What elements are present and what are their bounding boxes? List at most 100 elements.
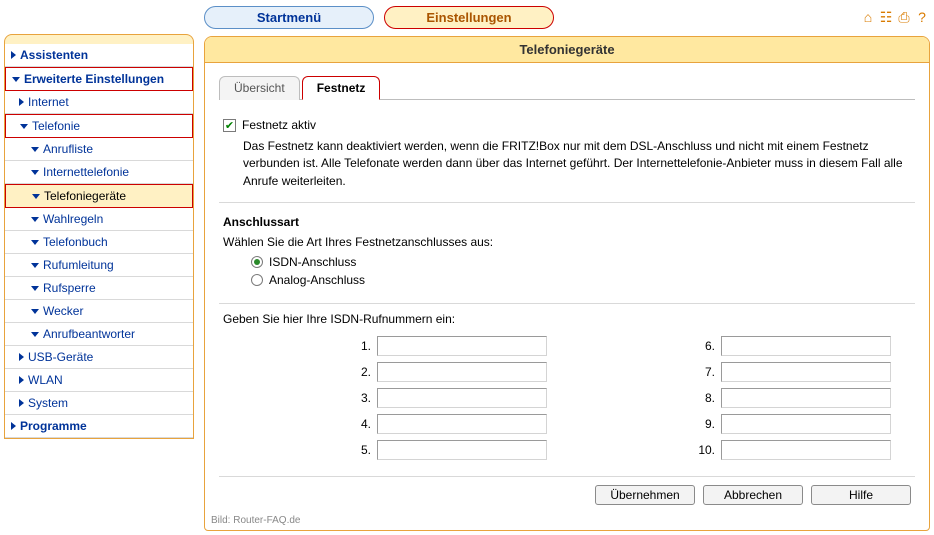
number-label: 9. (691, 417, 715, 431)
number-label: 1. (347, 339, 371, 353)
isdn-number-input-4[interactable] (377, 414, 547, 434)
section-numbers: Geben Sie hier Ihre ISDN-Rufnummern ein:… (219, 304, 915, 477)
isdn-number-input-2[interactable] (377, 362, 547, 382)
chevron-right-icon (11, 422, 16, 430)
number-row: 9. (587, 414, 891, 434)
number-row: 2. (243, 362, 547, 382)
number-row: 5. (243, 440, 547, 460)
topbar: Startmenü Einstellungen ⌂ ☷ ⎙ ? (204, 4, 930, 30)
sidebar-item-telefonbuch[interactable]: Telefonbuch (5, 231, 193, 254)
sidebar-item-programme[interactable]: Programme (5, 415, 193, 438)
isdn-number-input-1[interactable] (377, 336, 547, 356)
landline-active-label: Festnetz aktiv (242, 118, 316, 132)
numbers-prompt: Geben Sie hier Ihre ISDN-Rufnummern ein: (223, 312, 911, 326)
number-row: 3. (243, 388, 547, 408)
chevron-down-icon (12, 77, 20, 82)
chevron-right-icon (11, 51, 16, 59)
section-active: ✔ Festnetz aktiv Das Festnetz kann deakt… (219, 110, 915, 203)
sidebar-item-telefonie[interactable]: Telefonie (5, 114, 193, 138)
number-row: 7. (587, 362, 891, 382)
landline-active-checkbox[interactable]: ✔ (223, 119, 236, 132)
sidebar-item-label: Anrufliste (43, 142, 93, 156)
sidebar-item-label: Assistenten (20, 48, 88, 62)
radio-isdn-label: ISDN-Anschluss (269, 255, 356, 269)
apply-button[interactable]: Übernehmen (595, 485, 695, 505)
isdn-number-input-6[interactable] (721, 336, 891, 356)
chevron-right-icon (19, 353, 24, 361)
chevron-down-icon (31, 309, 39, 314)
help-button[interactable]: Hilfe (811, 485, 911, 505)
tab-landline[interactable]: Festnetz (302, 76, 381, 100)
isdn-number-input-8[interactable] (721, 388, 891, 408)
sidebar-item-label: WLAN (28, 373, 63, 387)
sidebar-item-internet[interactable]: Internet (5, 91, 193, 114)
number-label: 5. (347, 443, 371, 457)
chevron-down-icon (31, 286, 39, 291)
chevron-down-icon (31, 147, 39, 152)
number-label: 8. (691, 391, 715, 405)
chevron-right-icon (19, 98, 24, 106)
main-area: Startmenü Einstellungen ⌂ ☷ ⎙ ? Telefoni… (204, 4, 930, 531)
sidebar-item-label: Erweiterte Einstellungen (24, 72, 164, 86)
sidebar-item-label: System (28, 396, 68, 410)
home-icon[interactable]: ⌂ (860, 9, 876, 25)
sidebar-item-label: Telefonbuch (43, 235, 108, 249)
sidebar-item-rufsperre[interactable]: Rufsperre (5, 277, 193, 300)
help-icon[interactable]: ? (914, 9, 930, 25)
sidebar-item-label: Anrufbeantworter (43, 327, 135, 341)
chevron-down-icon (31, 170, 39, 175)
sidebar-item-label: Rufsperre (43, 281, 96, 295)
sidebar-item-anrufliste[interactable]: Anrufliste (5, 138, 193, 161)
isdn-number-input-3[interactable] (377, 388, 547, 408)
isdn-number-input-5[interactable] (377, 440, 547, 460)
sidebar-item-erweiterte-einstellungen[interactable]: Erweiterte Einstellungen (5, 67, 193, 91)
sidebar-item-internettelefonie[interactable]: Internettelefonie (5, 161, 193, 184)
isdn-number-input-7[interactable] (721, 362, 891, 382)
sidebar-item-label: Telefoniegeräte (44, 189, 126, 203)
print-icon[interactable]: ⎙ (896, 9, 912, 25)
sidebar-header-curve (4, 34, 194, 44)
number-row: 6. (587, 336, 891, 356)
sidebar-item-wlan[interactable]: WLAN (5, 369, 193, 392)
sidebar-item-wahlregeln[interactable]: Wahlregeln (5, 208, 193, 231)
panel-title: Telefoniegeräte (205, 37, 929, 63)
number-row: 10. (587, 440, 891, 460)
chevron-down-icon (31, 240, 39, 245)
sidebar-item-label: Programme (20, 419, 87, 433)
chevron-right-icon (19, 399, 24, 407)
sidebar-item-label: Rufumleitung (43, 258, 114, 272)
radio-analog-label: Analog-Anschluss (269, 273, 365, 287)
sidebar-item-telefonieger-te[interactable]: Telefoniegeräte (5, 184, 193, 208)
connection-heading: Anschlussart (223, 215, 911, 229)
number-label: 6. (691, 339, 715, 353)
sidebar-item-rufumleitung[interactable]: Rufumleitung (5, 254, 193, 277)
isdn-number-input-10[interactable] (721, 440, 891, 460)
tab-overview[interactable]: Übersicht (219, 76, 300, 100)
chevron-right-icon (19, 376, 24, 384)
cancel-button[interactable]: Abbrechen (703, 485, 803, 505)
sitemap-icon[interactable]: ☷ (878, 9, 894, 25)
settings-button[interactable]: Einstellungen (384, 6, 554, 29)
sidebar-item-label: USB-Geräte (28, 350, 93, 364)
startmenu-button[interactable]: Startmenü (204, 6, 374, 29)
isdn-number-input-9[interactable] (721, 414, 891, 434)
sidebar-item-anrufbeantworter[interactable]: Anrufbeantworter (5, 323, 193, 346)
toolbar-icons: ⌂ ☷ ⎙ ? (860, 9, 930, 25)
sidebar-item-usb-ger-te[interactable]: USB-Geräte (5, 346, 193, 369)
sidebar-item-system[interactable]: System (5, 392, 193, 415)
sidebar-item-wecker[interactable]: Wecker (5, 300, 193, 323)
sidebar-body: Assistenten Erweiterte Einstellungen Inter… (4, 44, 194, 439)
radio-isdn[interactable] (251, 256, 263, 268)
sidebar-item-label: Wahlregeln (43, 212, 103, 226)
chevron-down-icon (31, 263, 39, 268)
numbers-grid: 1. 6. 2. 7. 3. 8. 4. 9. 5. 10. (243, 336, 891, 460)
number-label: 3. (347, 391, 371, 405)
radio-analog[interactable] (251, 274, 263, 286)
landline-description: Das Festnetz kann deaktiviert werden, we… (243, 138, 911, 190)
number-row: 4. (243, 414, 547, 434)
number-label: 4. (347, 417, 371, 431)
sidebar-item-assistenten[interactable]: Assistenten (5, 44, 193, 67)
footer-note: Bild: Router-FAQ.de (205, 513, 929, 530)
number-row: 1. (243, 336, 547, 356)
sidebar-item-label: Internettelefonie (43, 165, 129, 179)
